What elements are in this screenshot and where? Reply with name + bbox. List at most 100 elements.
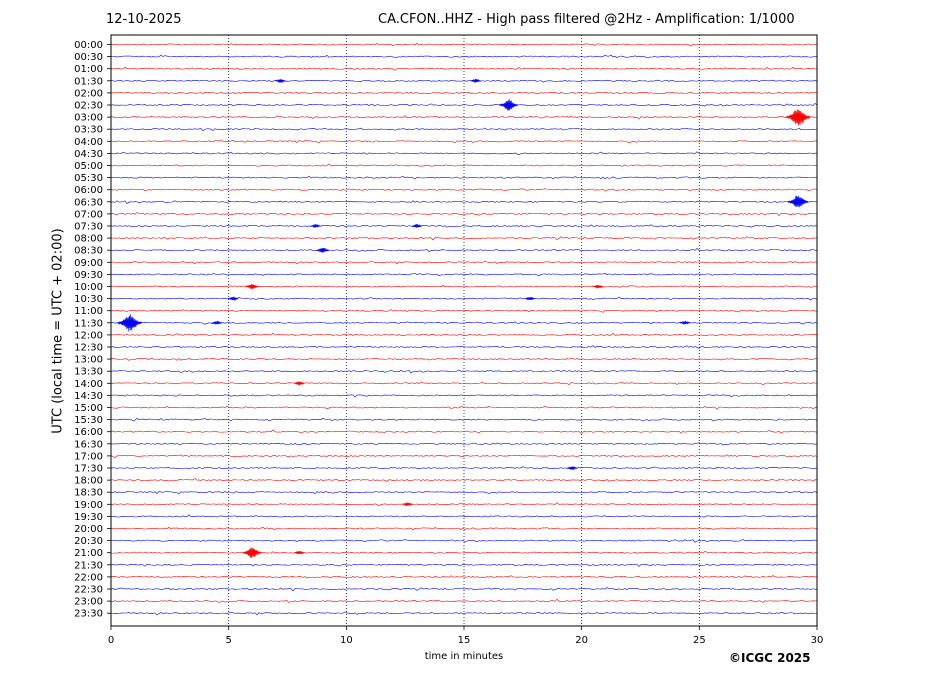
- y-tick-label: 01:00: [74, 64, 103, 75]
- event-layer: [117, 78, 811, 558]
- y-tick-label: 13:00: [74, 355, 103, 366]
- y-tick-label: 16:30: [74, 439, 103, 450]
- x-tick-label: 5: [225, 635, 231, 646]
- trace-04:30: [110, 151, 817, 156]
- trace-14:30: [110, 394, 818, 398]
- y-tick-label: 20:30: [74, 536, 103, 547]
- trace-09:00: [110, 260, 818, 265]
- y-tick-label: 06:30: [74, 197, 103, 208]
- event-10:00: [592, 284, 604, 289]
- y-tick-label: 07:30: [74, 222, 103, 233]
- y-tick-label: 09:30: [74, 270, 103, 281]
- trace-12:30: [110, 345, 818, 349]
- x-tick-label: 30: [811, 635, 824, 646]
- event-11:30: [211, 320, 223, 326]
- event-21:00: [242, 547, 262, 558]
- x-axis-label: time in minutes: [424, 651, 504, 662]
- trace-03:30: [110, 127, 818, 132]
- event-01:30: [275, 78, 286, 84]
- y-tick-label: 13:30: [74, 367, 103, 378]
- trace-02:30: [110, 103, 818, 107]
- event-06:30: [787, 195, 809, 208]
- x-tick-label: 15: [458, 635, 471, 646]
- trace-08:30: [110, 247, 818, 252]
- event-02:30: [499, 99, 518, 111]
- plot-frame: [110, 34, 818, 627]
- y-tick-label: 08:00: [74, 234, 103, 245]
- y-tick-label: 09:00: [74, 258, 103, 269]
- trace-10:30: [110, 296, 818, 301]
- y-tick-label: 05:00: [74, 161, 103, 172]
- y-tick-label: 18:00: [74, 476, 103, 487]
- trace-17:30: [110, 466, 818, 470]
- trace-21:30: [110, 563, 818, 567]
- y-tick-label: 22:30: [74, 585, 103, 596]
- trace-11:00: [110, 309, 818, 313]
- event-10:30: [228, 296, 239, 302]
- x-tick-label: 10: [340, 635, 353, 646]
- copyright-label: ©ICGC 2025: [729, 651, 811, 665]
- trace-00:30: [110, 54, 818, 59]
- y-tick-label: 22:00: [74, 572, 103, 583]
- event-01:30: [470, 78, 481, 83]
- trace-22:30: [110, 587, 818, 592]
- trace-16:30: [110, 442, 818, 446]
- trace-18:30: [110, 490, 818, 495]
- y-tick-label: 17:00: [74, 451, 103, 462]
- event-14:00: [293, 381, 305, 386]
- trace-07:00: [110, 212, 818, 216]
- trace-04:00: [110, 139, 818, 144]
- y-tick-label: 11:00: [74, 306, 103, 317]
- y-tick-label: 03:30: [74, 125, 103, 136]
- y-tick-label: 14:00: [74, 379, 103, 390]
- y-tick-label: 16:00: [74, 427, 103, 438]
- trace-00:00: [110, 42, 818, 47]
- trace-06:00: [110, 188, 818, 192]
- event-07:30: [310, 223, 321, 228]
- y-tick-label: 12:00: [74, 330, 103, 341]
- trace-14:00: [110, 381, 818, 386]
- event-10:00: [245, 283, 259, 290]
- trace-15:00: [110, 405, 818, 410]
- trace-10:00: [110, 284, 818, 288]
- trace-12:00: [110, 332, 818, 336]
- trace-21:00: [110, 550, 818, 554]
- trace-11:30: [110, 321, 818, 325]
- trace-01:00: [110, 66, 818, 71]
- trace-23:30: [110, 611, 818, 616]
- grid-layer: [228, 35, 700, 626]
- y-tick-label: 19:00: [74, 500, 103, 511]
- trace-19:00: [110, 502, 818, 506]
- y-tick-label: 15:00: [74, 403, 103, 414]
- event-03:00: [785, 109, 811, 126]
- trace-13:00: [110, 357, 818, 361]
- y-tick-label: 14:30: [74, 391, 103, 402]
- y-tick-label: 10:00: [74, 282, 103, 293]
- y-tick-label: 21:30: [74, 560, 103, 571]
- trace-layer: [110, 42, 818, 616]
- event-19:00: [402, 502, 413, 507]
- y-tick-label: 01:30: [74, 76, 103, 87]
- event-10:30: [524, 296, 536, 301]
- event-11:30: [679, 320, 691, 325]
- trace-05:30: [110, 175, 818, 180]
- y-tick-label: 19:30: [74, 512, 103, 523]
- y-tick-label: 08:30: [74, 246, 103, 257]
- y-tick-label: 07:00: [74, 209, 103, 220]
- y-tick-label: 12:30: [74, 343, 103, 354]
- y-tick-label: 11:30: [74, 318, 103, 329]
- trace-06:30: [110, 200, 818, 204]
- trace-07:30: [110, 224, 818, 228]
- y-tick-label: 02:30: [74, 101, 103, 112]
- y-tick-label: 20:00: [74, 524, 103, 535]
- trace-02:00: [110, 91, 818, 95]
- trace-03:00: [110, 115, 818, 120]
- trace-13:30: [110, 369, 818, 374]
- y-tick-label: 03:00: [74, 113, 103, 124]
- trace-19:30: [110, 514, 818, 518]
- y-tick-label: 00:30: [74, 52, 103, 63]
- y-tick-label: 04:00: [74, 137, 103, 148]
- y-tick-label: 17:30: [74, 464, 103, 475]
- y-tick-label: 23:00: [74, 597, 103, 608]
